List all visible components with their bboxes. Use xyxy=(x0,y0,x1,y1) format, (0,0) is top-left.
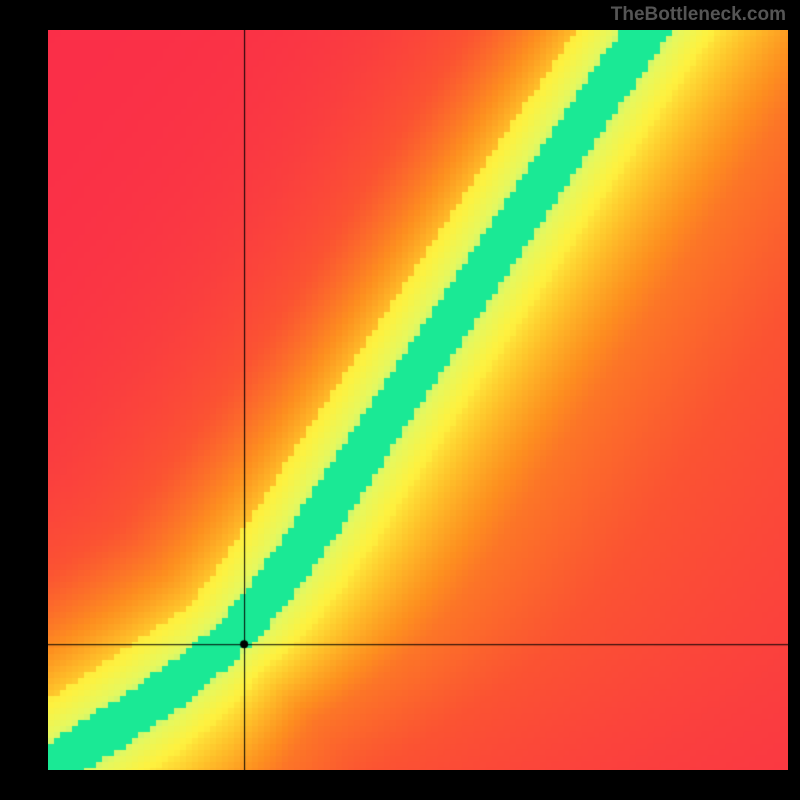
bottleneck-heatmap xyxy=(48,30,788,770)
watermark-text: TheBottleneck.com xyxy=(611,4,786,26)
heatmap-canvas xyxy=(48,30,788,770)
